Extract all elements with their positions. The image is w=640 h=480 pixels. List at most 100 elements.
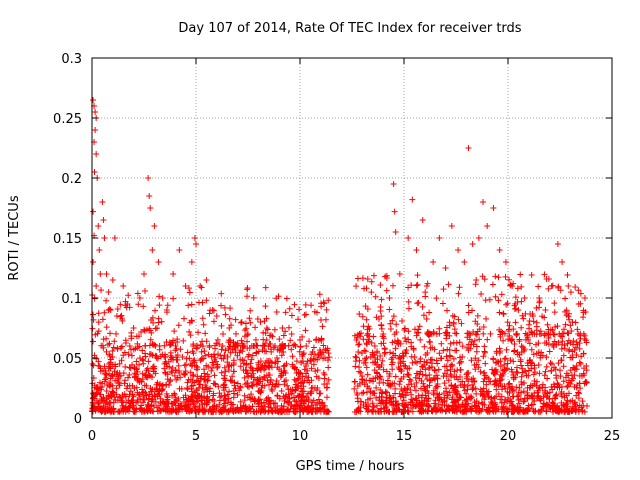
data-point xyxy=(204,398,211,405)
data-point xyxy=(302,327,309,334)
data-point xyxy=(573,362,580,369)
data-point xyxy=(237,398,244,405)
data-point xyxy=(299,393,306,400)
data-point xyxy=(173,345,180,352)
data-point xyxy=(492,293,499,300)
data-point xyxy=(378,296,385,303)
data-point xyxy=(554,380,561,387)
data-point xyxy=(148,388,155,395)
data-point xyxy=(395,406,402,413)
data-point xyxy=(495,406,502,413)
data-point xyxy=(282,377,289,384)
data-point xyxy=(397,393,404,400)
data-point xyxy=(401,403,408,410)
data-point xyxy=(96,363,103,370)
data-point xyxy=(226,325,233,331)
data-point xyxy=(288,346,295,353)
data-point xyxy=(320,299,327,306)
data-points xyxy=(89,97,590,415)
data-point xyxy=(111,235,118,241)
data-point xyxy=(197,357,204,364)
data-point xyxy=(462,397,469,404)
data-point xyxy=(520,388,527,395)
data-point xyxy=(176,405,183,412)
data-point xyxy=(358,350,365,357)
x-tick-label: 25 xyxy=(604,429,621,444)
data-point xyxy=(216,341,223,348)
data-point xyxy=(252,324,259,331)
data-point xyxy=(438,340,445,347)
data-point xyxy=(106,306,113,313)
data-point xyxy=(248,365,255,372)
data-point xyxy=(572,401,579,408)
data-point xyxy=(459,343,466,350)
data-point xyxy=(453,339,460,346)
data-point xyxy=(580,350,587,357)
data-point xyxy=(564,383,571,390)
data-point xyxy=(247,307,254,314)
data-point xyxy=(526,384,533,391)
data-point xyxy=(540,403,547,410)
data-point xyxy=(123,385,130,392)
data-point xyxy=(156,293,163,300)
data-point xyxy=(506,398,513,405)
data-point xyxy=(100,217,107,223)
data-point xyxy=(140,396,147,403)
data-point xyxy=(465,302,472,309)
data-point xyxy=(498,399,505,406)
data-point xyxy=(201,376,208,383)
data-point xyxy=(116,382,123,389)
data-point xyxy=(372,359,379,366)
data-point xyxy=(512,294,519,301)
data-point xyxy=(543,354,550,361)
data-point xyxy=(324,408,331,415)
data-point xyxy=(422,392,429,399)
data-point xyxy=(203,297,210,304)
data-point xyxy=(265,394,272,401)
data-point xyxy=(243,325,250,332)
data-point xyxy=(218,392,225,399)
data-point xyxy=(159,382,166,389)
data-point xyxy=(373,384,380,391)
data-point xyxy=(408,353,415,360)
data-point xyxy=(408,391,415,398)
data-point xyxy=(282,369,289,376)
data-point xyxy=(187,369,194,376)
data-point xyxy=(457,358,464,365)
data-point xyxy=(452,389,459,396)
data-point xyxy=(221,400,228,407)
data-point xyxy=(540,393,547,400)
data-point xyxy=(516,338,523,345)
data-point xyxy=(103,388,110,395)
data-point xyxy=(161,360,168,367)
data-point xyxy=(98,405,105,412)
data-point xyxy=(291,341,298,348)
data-point xyxy=(103,324,110,331)
data-point xyxy=(463,390,470,397)
data-point xyxy=(137,395,144,402)
data-point xyxy=(191,403,198,410)
data-point xyxy=(390,181,397,187)
data-point xyxy=(216,401,223,408)
data-point xyxy=(95,358,102,365)
data-point xyxy=(483,374,490,381)
data-point xyxy=(309,406,316,413)
data-point xyxy=(296,306,303,313)
data-point xyxy=(369,407,376,414)
data-point xyxy=(533,378,540,385)
data-point xyxy=(261,373,268,380)
data-point xyxy=(135,375,142,382)
data-point xyxy=(364,332,371,339)
data-point xyxy=(141,382,148,389)
data-point xyxy=(409,396,416,403)
data-point xyxy=(107,307,114,313)
data-point xyxy=(151,365,158,372)
data-point xyxy=(111,368,118,375)
data-point xyxy=(453,330,460,337)
y-tick-label: 0.15 xyxy=(53,232,82,247)
data-point xyxy=(398,368,405,375)
data-point xyxy=(472,318,479,325)
data-point xyxy=(293,369,300,376)
data-point xyxy=(378,389,385,396)
data-point xyxy=(525,372,532,379)
